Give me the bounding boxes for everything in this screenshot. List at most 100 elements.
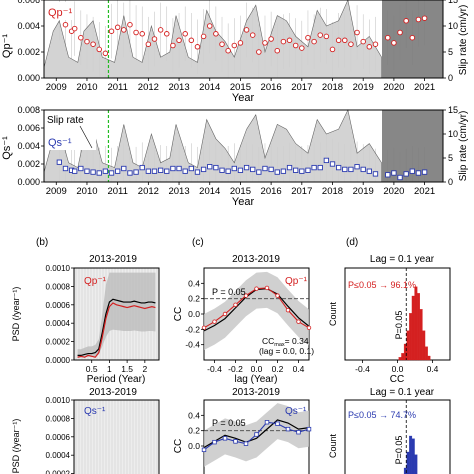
d1-bar — [424, 346, 428, 361]
panel-d1-xticks: -0.4 0.0 0.4 — [355, 360, 439, 374]
qp-point — [71, 25, 78, 32]
b2-ytick-label: 0.0008 — [46, 414, 71, 423]
qp-point — [299, 45, 305, 51]
qp-point — [133, 29, 139, 36]
panel-b1-plot — [77, 272, 156, 358]
d1-bar — [403, 343, 407, 361]
panel-c1-legend: Qp⁻¹ — [285, 276, 308, 287]
panel-b2: 2013-2019 0.00000.00020.00040.00060.0008… — [11, 387, 160, 474]
qs-point — [213, 164, 219, 171]
qp-xtick-label: 2019 — [353, 82, 374, 93]
b1-series-red — [77, 302, 156, 358]
panel-qp-legend-box — [46, 2, 74, 20]
c1-point — [212, 319, 217, 324]
qs-point — [397, 174, 403, 181]
panel-qs-yticks: 0.000 0.002 0.004 0.006 0.008 — [17, 105, 44, 187]
qs-point — [157, 167, 164, 173]
panel-d1: (d) Lag = 0.1 year -0.4 0.0 0.4 P=0.05 P≤0… — [328, 237, 451, 385]
panel-d2-threshold-label: P=0.05 — [394, 436, 404, 465]
b1-ytick-label: 0.0010 — [46, 264, 71, 273]
d1-bar — [414, 286, 418, 361]
qp-point — [262, 40, 268, 46]
panel-qs-legend: Qs⁻¹ — [48, 137, 72, 149]
qp-point — [335, 37, 342, 44]
qp-point — [213, 31, 219, 37]
panel-qs: 2009 2010 2011 2012 2013 2014 2015 2016 2017 2018… — [1, 105, 469, 208]
qp-point — [78, 34, 84, 41]
c1-ytick-label: -0.2 — [185, 324, 200, 334]
panel-b2-ylabel: PSD (/year⁻¹) — [11, 419, 21, 474]
c2-ytick-label: 0.4 — [188, 410, 200, 420]
qp-point — [421, 15, 428, 21]
d1-bar — [411, 295, 415, 361]
panel-qp-points — [56, 10, 428, 57]
panel-b1-title: 2013-2019 — [89, 254, 137, 265]
qs-point — [84, 168, 90, 174]
d1-bar — [401, 353, 405, 361]
c1-xtick-label: 0.2 — [272, 364, 284, 374]
c1-point — [285, 307, 291, 313]
qs-point — [194, 169, 201, 175]
qp-point — [127, 21, 133, 28]
qs-point — [415, 170, 422, 176]
panel-c2-legend: Qs⁻¹ — [285, 406, 307, 417]
qp-xtick-label: 2011 — [107, 82, 127, 93]
qp-ytick-right-label: 10 — [448, 21, 458, 31]
qs-point — [317, 164, 323, 171]
panel-b-label: (b) — [36, 237, 48, 248]
panel-d2-frame — [344, 399, 451, 474]
panel-qs-ylabel-right: Slip rate (cm/yr) — [458, 111, 469, 182]
qs-point — [219, 167, 225, 173]
qp-point — [274, 47, 281, 54]
c2-point — [212, 439, 217, 445]
qp-point — [323, 33, 330, 40]
b1-ytick-label: 0.0000 — [46, 356, 71, 365]
qs-point — [78, 165, 84, 172]
qp-point — [182, 31, 188, 37]
panel-d2-bars — [403, 435, 418, 474]
b1-ytick-label: 0.0002 — [46, 338, 71, 347]
b2-ytick-label: 0.0004 — [46, 451, 71, 460]
qs-point — [299, 168, 305, 174]
qs-point — [305, 167, 311, 173]
qs-ytick-right-label: 15 — [448, 105, 458, 115]
qs-xtick-label: 2017 — [291, 186, 312, 197]
d1-xtick-label: 0.4 — [427, 364, 439, 374]
panel-b2-frame — [73, 399, 160, 474]
qs-point — [329, 161, 336, 167]
qs-point — [56, 159, 62, 165]
panel-d2-title: Lag = 0.1 year — [370, 387, 435, 398]
b1-xtick-label: 1 — [107, 364, 112, 374]
d1-xtick-label: -0.4 — [355, 364, 370, 374]
qp-point — [280, 38, 287, 45]
qs-ytick-right-label: 10 — [448, 129, 458, 139]
qp-point — [231, 42, 238, 49]
qs-point — [286, 164, 293, 171]
panel-c-label: (c) — [192, 237, 204, 248]
panel-qs-ylabel: Qs⁻¹ — [1, 136, 13, 160]
qs-point — [262, 165, 268, 172]
d1-bar — [398, 357, 402, 361]
c2-ytick-label: 0.2 — [188, 426, 200, 436]
panel-d2-ylabel: Count — [328, 434, 338, 459]
b1-ytick-label: 0.0004 — [46, 319, 71, 328]
c1-xtick-label: 0.0 — [251, 364, 263, 374]
qs-point — [268, 166, 274, 173]
panel-c1: (c) 2013-2019 -0.4 -0.2 0.0 0.2 0.4 -0.4 -0.2… — [173, 237, 314, 385]
qp-xtick-label: 2018 — [322, 82, 343, 93]
b1-series-black — [77, 298, 156, 356]
panel-b2-title: 2013-2019 — [89, 387, 137, 398]
qs-xtick-label: 2012 — [138, 186, 159, 197]
d1-bar — [427, 355, 431, 361]
qs-point — [121, 165, 127, 172]
qp-xtick-label: 2013 — [168, 82, 189, 93]
qp-xtick-label: 2015 — [230, 82, 251, 93]
panel-b1-ylabel: PSD (/year⁻¹) — [11, 287, 21, 342]
b1-spread-band — [77, 272, 156, 358]
c1-point — [222, 311, 228, 317]
panel-c1-annotation-lag: (lag = 0.0, 0.1) — [259, 346, 314, 356]
qp-point — [403, 18, 409, 24]
qp-point — [62, 21, 69, 28]
qs-point — [96, 170, 102, 176]
panel-b1: (b) 2013-2019 0.00000.00020.00040.00060.… — [11, 237, 160, 385]
